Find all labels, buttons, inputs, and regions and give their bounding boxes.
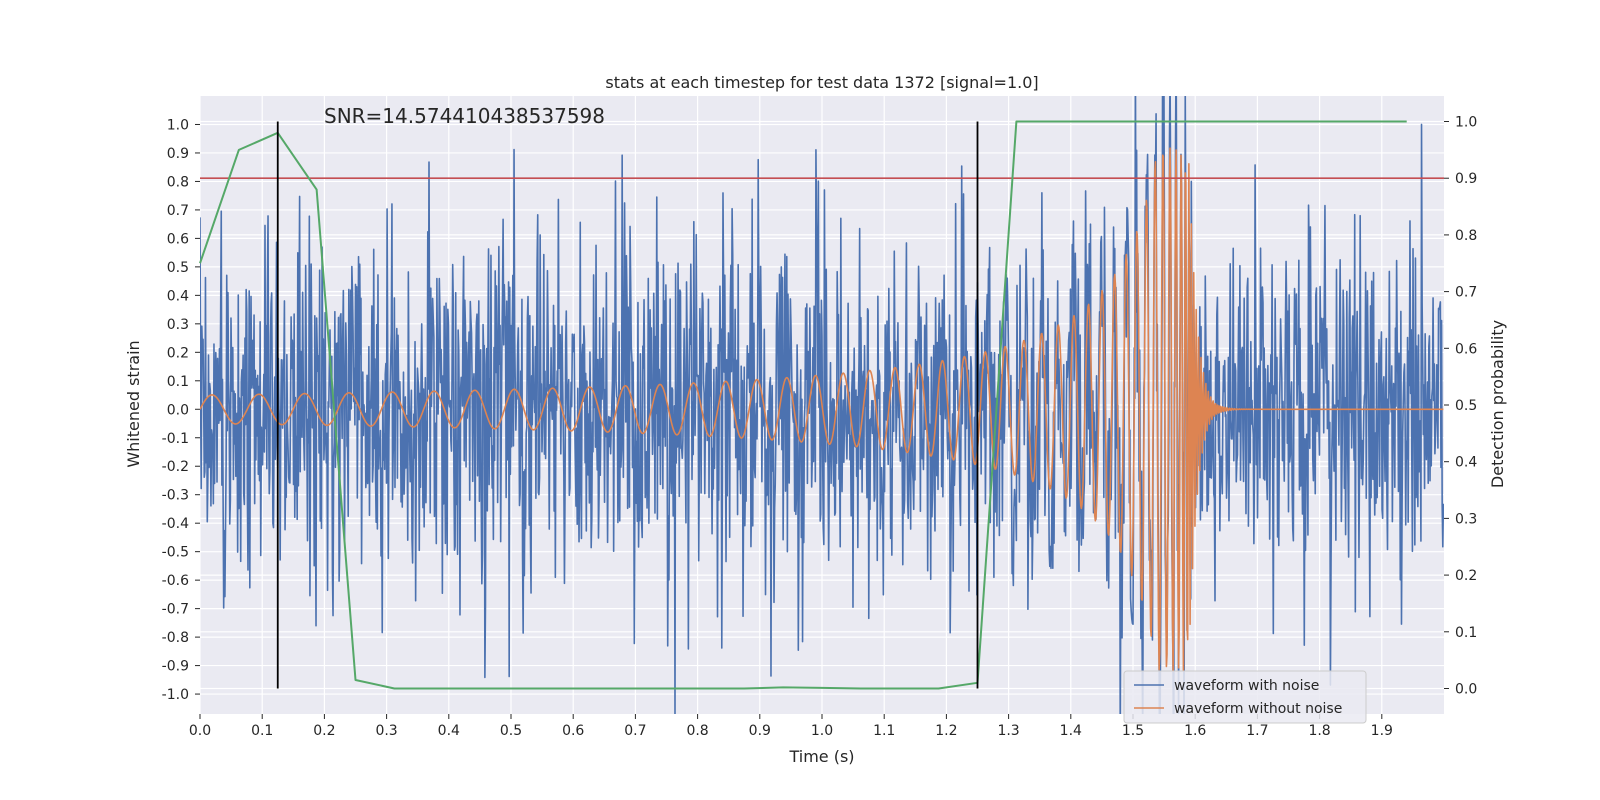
x-tick-label: 0.0 (189, 723, 211, 739)
y-left-tick-label: -0.9 (162, 659, 189, 675)
y-left-tick-label: -0.4 (162, 516, 189, 532)
y-right-tick-label: 0.8 (1455, 228, 1477, 244)
y-right-tick-label: 0.7 (1455, 285, 1477, 301)
x-tick-label: 1.3 (997, 723, 1019, 739)
legend: waveform with noise waveform without noi… (1123, 670, 1367, 724)
y-left-tick-label: -0.2 (162, 459, 189, 475)
y-left-tick-label: -0.3 (162, 488, 189, 504)
x-tick-label: 1.2 (935, 723, 957, 739)
y-left-tick-label: 0.0 (167, 402, 189, 418)
x-tick-label: 0.1 (251, 723, 273, 739)
y-left-tick-label: -0.7 (162, 602, 189, 618)
x-tick-label: 0.2 (313, 723, 335, 739)
series-line-detection-probability (199, 120, 1407, 690)
legend-label-clean: waveform without noise (1174, 701, 1342, 717)
axis-ticks: 0.0 0.1 0.2 0.3 0.4 0.5 0.6 0.7 0.8 0.9 1.0 1.1 1.2 1… (162, 115, 1478, 739)
y-right-tick-label: 0.9 (1455, 171, 1477, 187)
x-tick-label: 1.6 (1184, 723, 1206, 739)
y-left-tick-label: 0.4 (167, 288, 189, 304)
x-tick-label: 0.5 (500, 723, 522, 739)
y-left-tick-label: 0.3 (167, 317, 189, 333)
legend-label-noise: waveform with noise (1174, 678, 1319, 694)
y-right-tick-label: 0.6 (1455, 341, 1477, 357)
x-tick-label: 0.8 (686, 723, 708, 739)
x-tick-label: 0.7 (624, 723, 646, 739)
series-line-waveform-without-noise (200, 147, 1444, 673)
y-left-tick-label: 0.7 (167, 203, 189, 219)
x-tick-label: 1.8 (1308, 723, 1330, 739)
y-left-tick-label: 0.6 (167, 231, 189, 247)
y-left-tick-label: -0.8 (162, 630, 189, 646)
y-left-tick-label: 1.0 (167, 117, 189, 133)
y-left-tick-label: -0.1 (162, 431, 189, 447)
x-tick-label: 0.3 (375, 723, 397, 739)
y-left-tick-label: -0.6 (162, 573, 189, 589)
series-line-waveform-with-noise (200, 96, 1444, 714)
y-right-tick-label: 0.2 (1455, 568, 1477, 584)
y-left-tick-label: 0.5 (167, 260, 189, 276)
x-tick-label: 0.9 (749, 723, 771, 739)
y-left-tick-label: 0.2 (167, 345, 189, 361)
plot-overlays (199, 120, 1444, 690)
y-left-tick-label: 0.1 (167, 374, 189, 390)
x-tick-label: 1.0 (811, 723, 833, 739)
y-right-tick-label: 0.5 (1455, 398, 1477, 414)
x-axis-label: Time (s) (788, 747, 854, 766)
y-left-tick-label: -0.5 (162, 545, 189, 561)
y-right-tick-label: 0.0 (1455, 681, 1477, 697)
y-axis-right-label: Detection probability (1488, 320, 1507, 488)
y-right-tick-label: 0.4 (1455, 455, 1477, 471)
x-tick-label: 0.6 (562, 723, 584, 739)
x-tick-label: 1.1 (873, 723, 895, 739)
x-tick-label: 0.4 (438, 723, 460, 739)
plot-series (200, 96, 1444, 714)
x-tick-label: 1.5 (1122, 723, 1144, 739)
snr-annotation: SNR=14.574410438537598 (324, 104, 605, 128)
x-tick-label: 1.4 (1060, 723, 1082, 739)
y-right-tick-label: 0.3 (1455, 511, 1477, 527)
y-left-tick-label: 0.9 (167, 146, 189, 162)
y-right-tick-label: 1.0 (1455, 115, 1477, 131)
y-left-tick-label: 0.8 (167, 174, 189, 190)
x-tick-label: 1.7 (1246, 723, 1268, 739)
x-tick-label: 1.9 (1371, 723, 1393, 739)
legend-box (1123, 670, 1367, 724)
chart-title: stats at each timestep for test data 137… (605, 73, 1038, 92)
y-right-tick-label: 0.1 (1455, 625, 1477, 641)
y-left-tick-label: -1.0 (162, 687, 189, 703)
y-axis-left-label: Whitened strain (124, 340, 143, 467)
